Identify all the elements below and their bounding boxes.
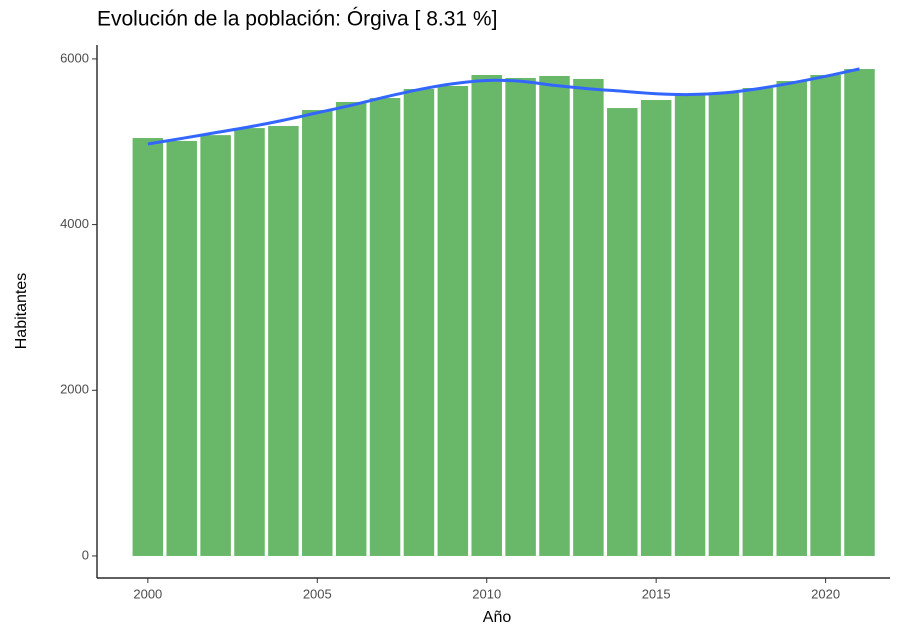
- bar: [166, 140, 197, 556]
- bar: [674, 95, 706, 556]
- bar: [403, 88, 435, 556]
- bar: [200, 135, 231, 556]
- bar: [268, 126, 299, 556]
- bar: [132, 138, 164, 556]
- y-tick-label: 2000: [60, 382, 89, 397]
- bar: [708, 92, 740, 556]
- bar: [844, 69, 875, 556]
- bar: [505, 77, 536, 556]
- bar: [471, 74, 502, 556]
- bar: [573, 78, 604, 556]
- y-tick-label: 0: [82, 547, 89, 562]
- bar: [776, 81, 807, 556]
- bar: [607, 108, 638, 556]
- x-tick-label: 2000: [133, 586, 162, 601]
- x-tick-label: 2020: [811, 586, 840, 601]
- y-tick-label: 4000: [60, 216, 89, 231]
- bar: [742, 87, 774, 556]
- x-tick-label: 2005: [303, 586, 332, 601]
- bar: [437, 86, 469, 556]
- y-axis-label: Habitantes: [13, 273, 30, 350]
- bar: [234, 128, 265, 556]
- bar: [335, 101, 367, 556]
- bar: [640, 100, 672, 556]
- bar: [810, 74, 841, 556]
- trend-line: [147, 67, 860, 146]
- bar: [369, 98, 401, 556]
- x-tick-label: 2015: [642, 586, 671, 601]
- x-axis-label: Año: [483, 609, 512, 626]
- y-tick-label: 6000: [60, 50, 89, 65]
- x-tick-label: 2010: [472, 586, 501, 601]
- bar: [539, 75, 570, 556]
- bar: [302, 110, 333, 556]
- chart-title: Evolución de la población: Órgiva [ 8.31…: [97, 8, 497, 31]
